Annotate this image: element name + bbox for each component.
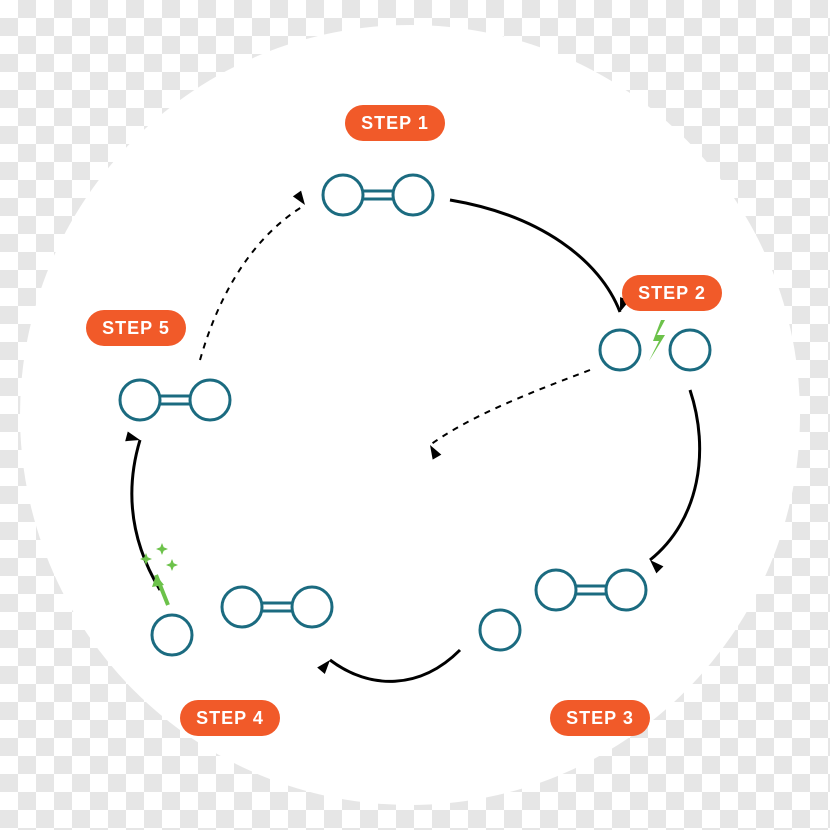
atom — [222, 587, 262, 627]
atom — [600, 330, 640, 370]
step-label: STEP 5 — [102, 318, 170, 338]
atom — [292, 587, 332, 627]
atom — [480, 610, 520, 650]
atom — [670, 330, 710, 370]
atom — [190, 380, 230, 420]
atom — [323, 175, 363, 215]
step-label: STEP 2 — [638, 283, 706, 303]
step-label: STEP 3 — [566, 708, 634, 728]
atom — [152, 615, 192, 655]
step-label: STEP 1 — [361, 113, 429, 133]
cycle-svg: STEP 1 STEP 2 STEP 3 STEP 4 STEP 5 — [0, 0, 830, 830]
atom — [393, 175, 433, 215]
atom — [606, 570, 646, 610]
diagram-canvas: { "type": "cycle-diagram", "canvas": { "… — [0, 0, 830, 830]
atom — [120, 380, 160, 420]
step-label: STEP 4 — [196, 708, 264, 728]
atom — [536, 570, 576, 610]
